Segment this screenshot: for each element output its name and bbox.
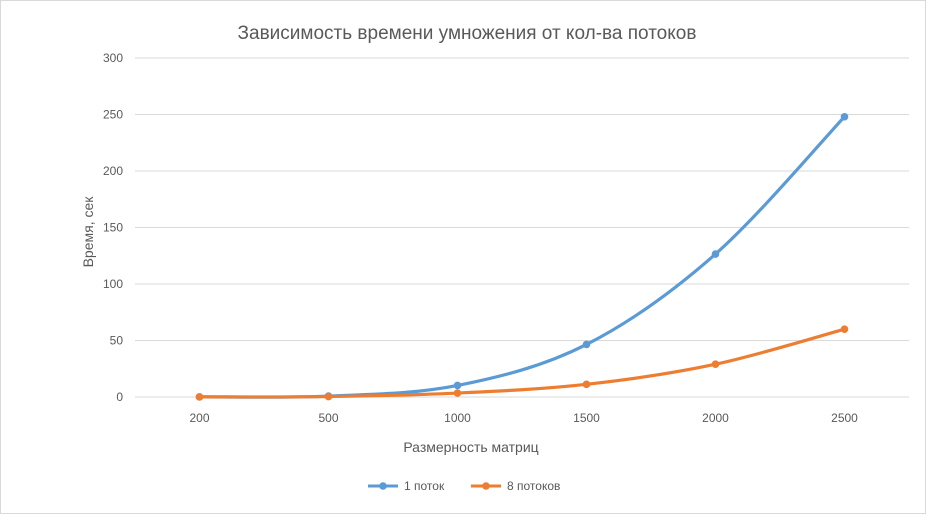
legend-item: 8 потоков (471, 479, 560, 493)
legend-item: 1 поток (368, 479, 445, 493)
x-axis-ticks: 200 500 1000 1500 2000 2500 (189, 411, 858, 425)
y-tick-label: 100 (103, 277, 123, 291)
data-point (840, 112, 849, 121)
chart-title: Зависимость времени умножения от кол-ва … (238, 23, 697, 44)
x-tick-label: 200 (189, 411, 209, 425)
y-axis-label: Время, сек (80, 196, 96, 268)
series-group (195, 112, 849, 401)
series-1 (195, 112, 849, 401)
data-point (582, 340, 591, 349)
y-tick-label: 0 (116, 390, 123, 404)
x-tick-label: 500 (318, 411, 338, 425)
data-point (840, 325, 849, 334)
y-axis-ticks: 0 50 100 150 200 250 300 (103, 51, 123, 404)
x-tick-label: 1500 (573, 411, 600, 425)
y-tick-label: 250 (103, 108, 123, 122)
y-tick-label: 50 (110, 334, 124, 348)
x-tick-label: 2500 (831, 411, 858, 425)
x-tick-label: 2000 (702, 411, 729, 425)
y-tick-label: 200 (103, 164, 123, 178)
data-point (195, 393, 204, 401)
data-point (453, 389, 462, 397)
legend-point-marker (482, 482, 490, 490)
legend: 1 поток 8 потоков (368, 479, 560, 493)
x-axis-label: Размерность матриц (403, 439, 538, 455)
legend-label: 1 поток (404, 479, 445, 493)
legend-label: 8 потоков (507, 479, 560, 493)
data-point (582, 380, 591, 389)
gridlines (135, 57, 909, 398)
series-2 (195, 325, 849, 401)
y-tick-label: 150 (103, 221, 123, 235)
x-tick-label: 1000 (444, 411, 471, 425)
data-point (453, 381, 462, 390)
series-line (197, 327, 847, 399)
data-point (324, 392, 333, 401)
legend-point-marker (379, 482, 387, 490)
data-point (711, 250, 720, 258)
data-point (711, 360, 720, 369)
y-tick-label: 300 (103, 51, 123, 65)
